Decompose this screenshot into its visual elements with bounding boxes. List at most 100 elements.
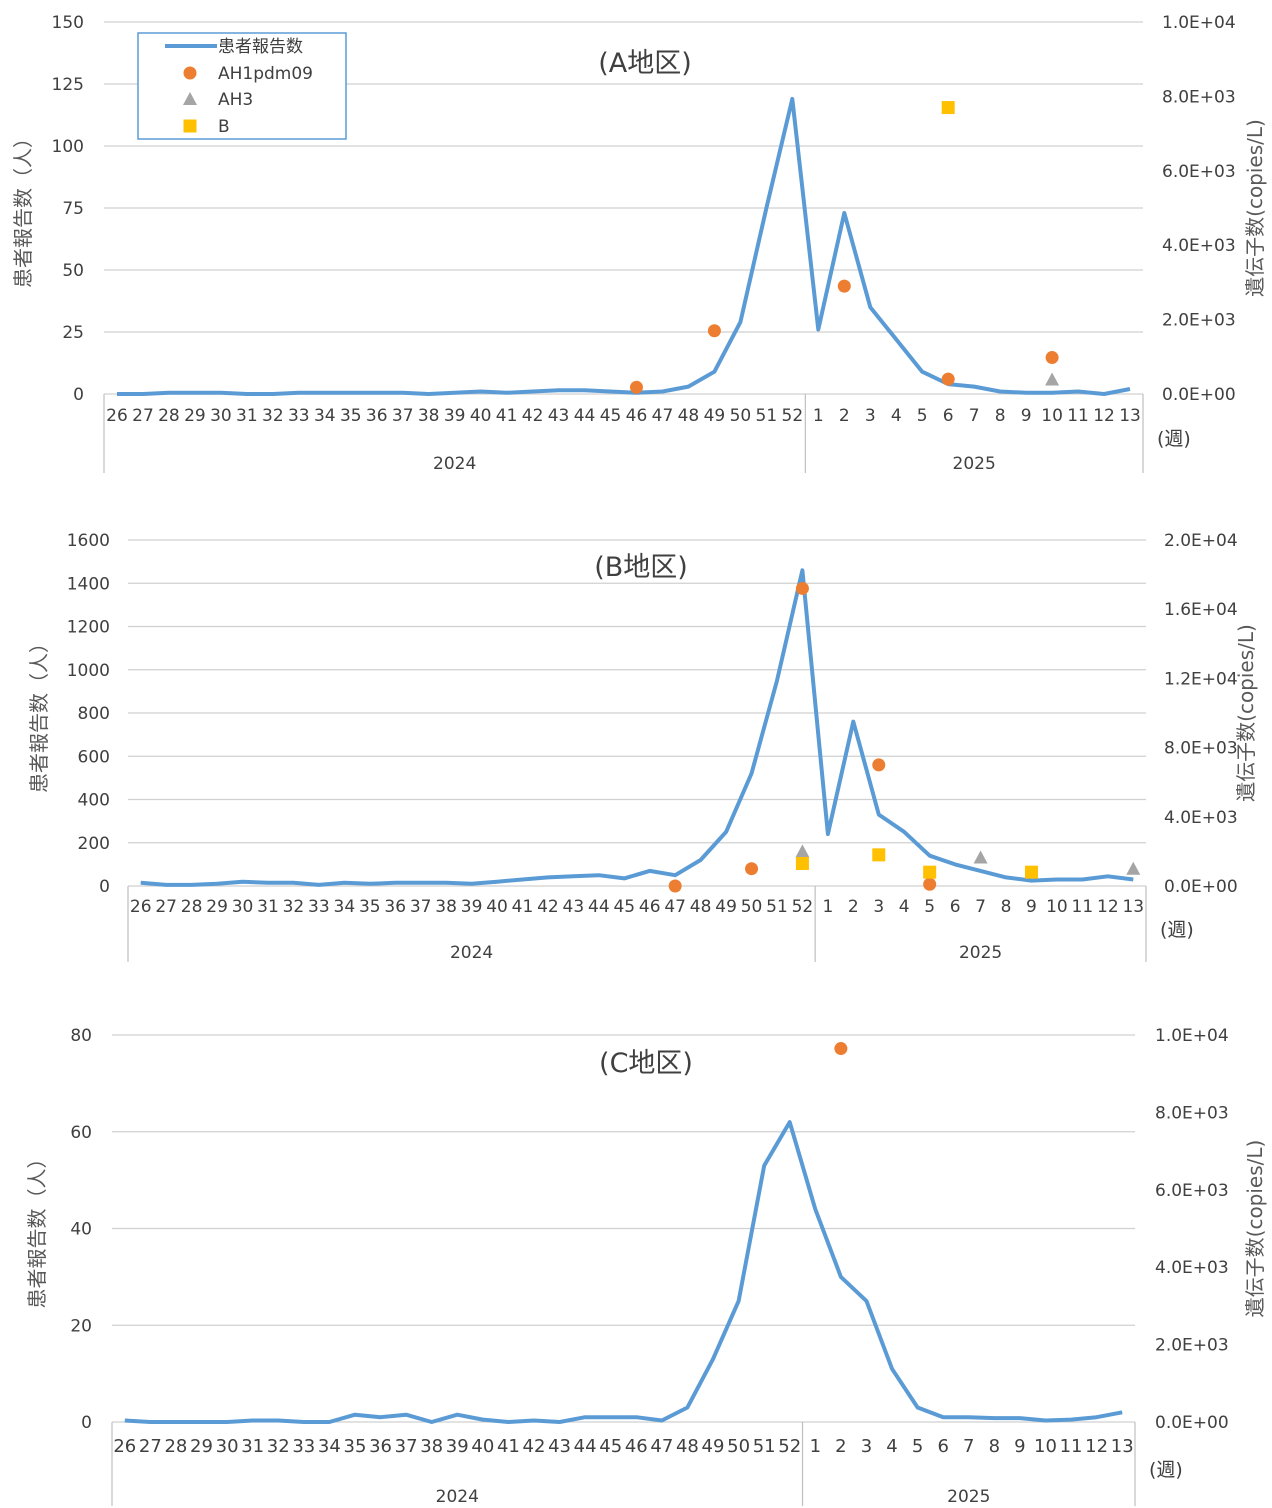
y-axis-title: 患者報告数（人） (11, 128, 35, 288)
y-tick-label: 60 (70, 1123, 92, 1143)
x-tick-label: 31 (257, 897, 279, 917)
legend-label: AH3 (218, 90, 253, 110)
x-tick-label: 43 (548, 1436, 571, 1457)
y-tick-label: 800 (78, 704, 110, 724)
x-tick-label: 26 (113, 1436, 136, 1457)
x-tick-label: 11 (1067, 406, 1089, 426)
x-tick-label: 40 (470, 406, 492, 426)
x-tick-label: 45 (600, 406, 622, 426)
x-tick-label: 29 (190, 1436, 213, 1457)
x-tick-label: 46 (626, 406, 648, 426)
x-tick-label: 44 (574, 1436, 597, 1457)
x-tick-label: 12 (1093, 406, 1115, 426)
x-tick-label: 2 (839, 406, 850, 426)
y2-axis-title: 遺伝子数(copies/L) (1243, 1140, 1267, 1318)
y2-tick-label: 2.0E+03 (1162, 311, 1236, 331)
y2-tick-label: 1.0E+04 (1155, 1026, 1229, 1046)
x-tick-label: 37 (395, 1436, 418, 1457)
x-tick-label: 10 (1041, 406, 1063, 426)
y-tick-label: 150 (52, 13, 84, 33)
x-tick-label: 37 (392, 406, 414, 426)
year-label: 2025 (947, 1487, 990, 1507)
y2-tick-label: 4.0E+03 (1162, 236, 1236, 256)
y2-tick-label: 1.6E+04 (1164, 600, 1238, 620)
x-tick-label: 5 (917, 406, 928, 426)
point-b (941, 101, 955, 115)
point-b (923, 865, 937, 879)
y2-tick-label: 4.0E+03 (1155, 1258, 1229, 1278)
x-unit-label: (週) (1160, 919, 1194, 941)
x-tick-label: 51 (753, 1436, 776, 1457)
x-tick-label: 37 (410, 897, 432, 917)
legend-label: 患者報告数 (218, 37, 303, 57)
x-tick-label: 9 (1014, 1436, 1025, 1457)
point-ah3 (795, 844, 810, 858)
y2-tick-label: 0.0E+00 (1164, 877, 1238, 897)
x-tick-label: 49 (715, 897, 737, 917)
point-ah3 (1126, 861, 1141, 875)
y-tick-label: 75 (62, 199, 84, 219)
x-tick-label: 29 (184, 406, 206, 426)
x-tick-label: 28 (158, 406, 180, 426)
y-tick-label: 600 (78, 747, 110, 767)
x-tick-label: 38 (418, 406, 440, 426)
x-tick-label: 3 (861, 1436, 872, 1457)
x-tick-label: 13 (1122, 897, 1144, 917)
y2-axis-title: 遺伝子数(copies/L) (1234, 624, 1258, 802)
x-tick-label: 33 (292, 1436, 315, 1457)
y-axis-title: 患者報告数（人） (27, 633, 51, 793)
y2-tick-label: 6.0E+03 (1162, 162, 1236, 182)
x-tick-label: 43 (563, 897, 585, 917)
x-tick-label: 29 (206, 897, 228, 917)
x-tick-label: 4 (891, 406, 902, 426)
y-tick-label: 0 (81, 1413, 92, 1433)
x-tick-label: 52 (792, 897, 814, 917)
y-tick-label: 200 (78, 834, 110, 854)
legend-label: B (218, 117, 230, 137)
x-tick-label: 3 (865, 406, 876, 426)
x-tick-label: 38 (435, 897, 457, 917)
x-tick-label: 40 (486, 897, 508, 917)
x-tick-label: 50 (741, 897, 763, 917)
x-tick-label: 7 (963, 1436, 974, 1457)
legend: 患者報告数 AH1pdm09 AH3 B (137, 32, 347, 140)
y2-tick-label: 6.0E+03 (1155, 1181, 1229, 1201)
x-tick-label: 39 (444, 406, 466, 426)
y-axis-title: 患者報告数（人） (25, 1149, 49, 1309)
x-tick-label: 36 (369, 1436, 392, 1457)
x-tick-label: 2 (835, 1436, 846, 1457)
year-label: 2024 (436, 1487, 479, 1507)
chart-title: (B地区) (594, 552, 688, 583)
x-tick-label: 8 (1001, 897, 1012, 917)
x-tick-label: 30 (210, 406, 232, 426)
point-ah1pdm09 (941, 372, 955, 386)
point-ah1pdm09 (795, 581, 809, 595)
y-tick-label: 25 (62, 323, 84, 343)
chart-0: 02550751001251500.0E+002.0E+034.0E+036.0… (11, 13, 1267, 474)
x-tick-label: 11 (1072, 897, 1094, 917)
year-label: 2024 (433, 454, 476, 474)
point-ah1pdm09 (1045, 351, 1059, 365)
x-tick-label: 7 (975, 897, 986, 917)
series-line-patients (117, 96, 1131, 396)
y-tick-label: 0 (73, 385, 84, 405)
x-tick-label: 39 (446, 1436, 469, 1457)
y-tick-label: 20 (70, 1316, 92, 1336)
x-tick-label: 42 (522, 406, 544, 426)
year-label: 2024 (450, 943, 493, 963)
x-tick-label: 32 (267, 1436, 290, 1457)
x-tick-label: 48 (690, 897, 712, 917)
x-tick-label: 35 (340, 406, 362, 426)
legend-label: AH1pdm09 (218, 64, 313, 84)
x-tick-label: 49 (702, 1436, 725, 1457)
x-tick-label: 46 (625, 1436, 648, 1457)
x-tick-label: 52 (782, 406, 804, 426)
x-tick-label: 50 (730, 406, 752, 426)
y2-tick-label: 8.0E+03 (1164, 739, 1238, 759)
x-tick-label: 1 (822, 897, 833, 917)
point-ah1pdm09 (629, 380, 643, 394)
x-tick-label: 34 (334, 897, 356, 917)
x-tick-label: 4 (886, 1436, 897, 1457)
y2-tick-label: 8.0E+03 (1155, 1103, 1229, 1123)
x-tick-label: 34 (318, 1436, 341, 1457)
